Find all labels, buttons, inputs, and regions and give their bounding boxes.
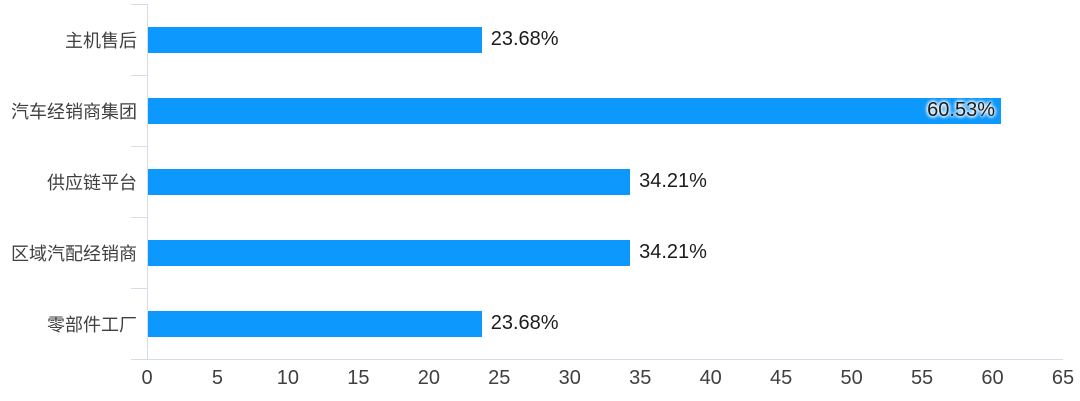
category-label: 区域汽配经销商	[11, 243, 137, 264]
x-tick-label: 10	[276, 367, 300, 389]
category-axis-tick	[131, 146, 147, 147]
x-tick-label: 60	[981, 367, 1004, 389]
x-tick-label: 0	[141, 367, 153, 389]
category-label: 汽车经销商集团	[11, 101, 137, 122]
category-axis-tick	[131, 288, 147, 289]
x-tick-label: 50	[840, 367, 863, 389]
data-label: 23.68%	[490, 28, 559, 50]
x-tick-label: 45	[770, 367, 793, 389]
x-tick-label: 30	[558, 367, 581, 389]
x-tick-label: 15	[347, 367, 370, 389]
bar[interactable]	[148, 97, 1001, 124]
data-label: 34.21%	[639, 241, 707, 263]
category-axis-tick	[131, 217, 147, 218]
x-tick-label: 40	[699, 367, 722, 389]
x-tick-label: 35	[629, 367, 652, 389]
category-axis-tick	[131, 75, 147, 76]
category-axis-line	[147, 4, 148, 359]
category-label: 零部件工厂	[47, 314, 137, 335]
bar[interactable]	[148, 239, 631, 266]
data-label: 34.21%	[639, 170, 707, 192]
value-axis-line	[131, 359, 1063, 360]
bar[interactable]	[148, 310, 482, 337]
x-tick-label: 5	[211, 367, 224, 389]
bar[interactable]	[148, 26, 482, 53]
x-tick-label: 20	[417, 367, 440, 389]
category-label: 供应链平台	[47, 172, 137, 193]
x-tick-label: 55	[910, 367, 934, 389]
category-label: 主机售后	[65, 30, 137, 51]
x-tick-label: 65	[1051, 367, 1075, 389]
x-tick-label: 25	[488, 367, 511, 389]
bar[interactable]	[148, 168, 631, 195]
data-label: 60.53%	[927, 99, 995, 121]
data-label: 23.68%	[490, 312, 559, 334]
category-axis-tick	[131, 4, 147, 5]
